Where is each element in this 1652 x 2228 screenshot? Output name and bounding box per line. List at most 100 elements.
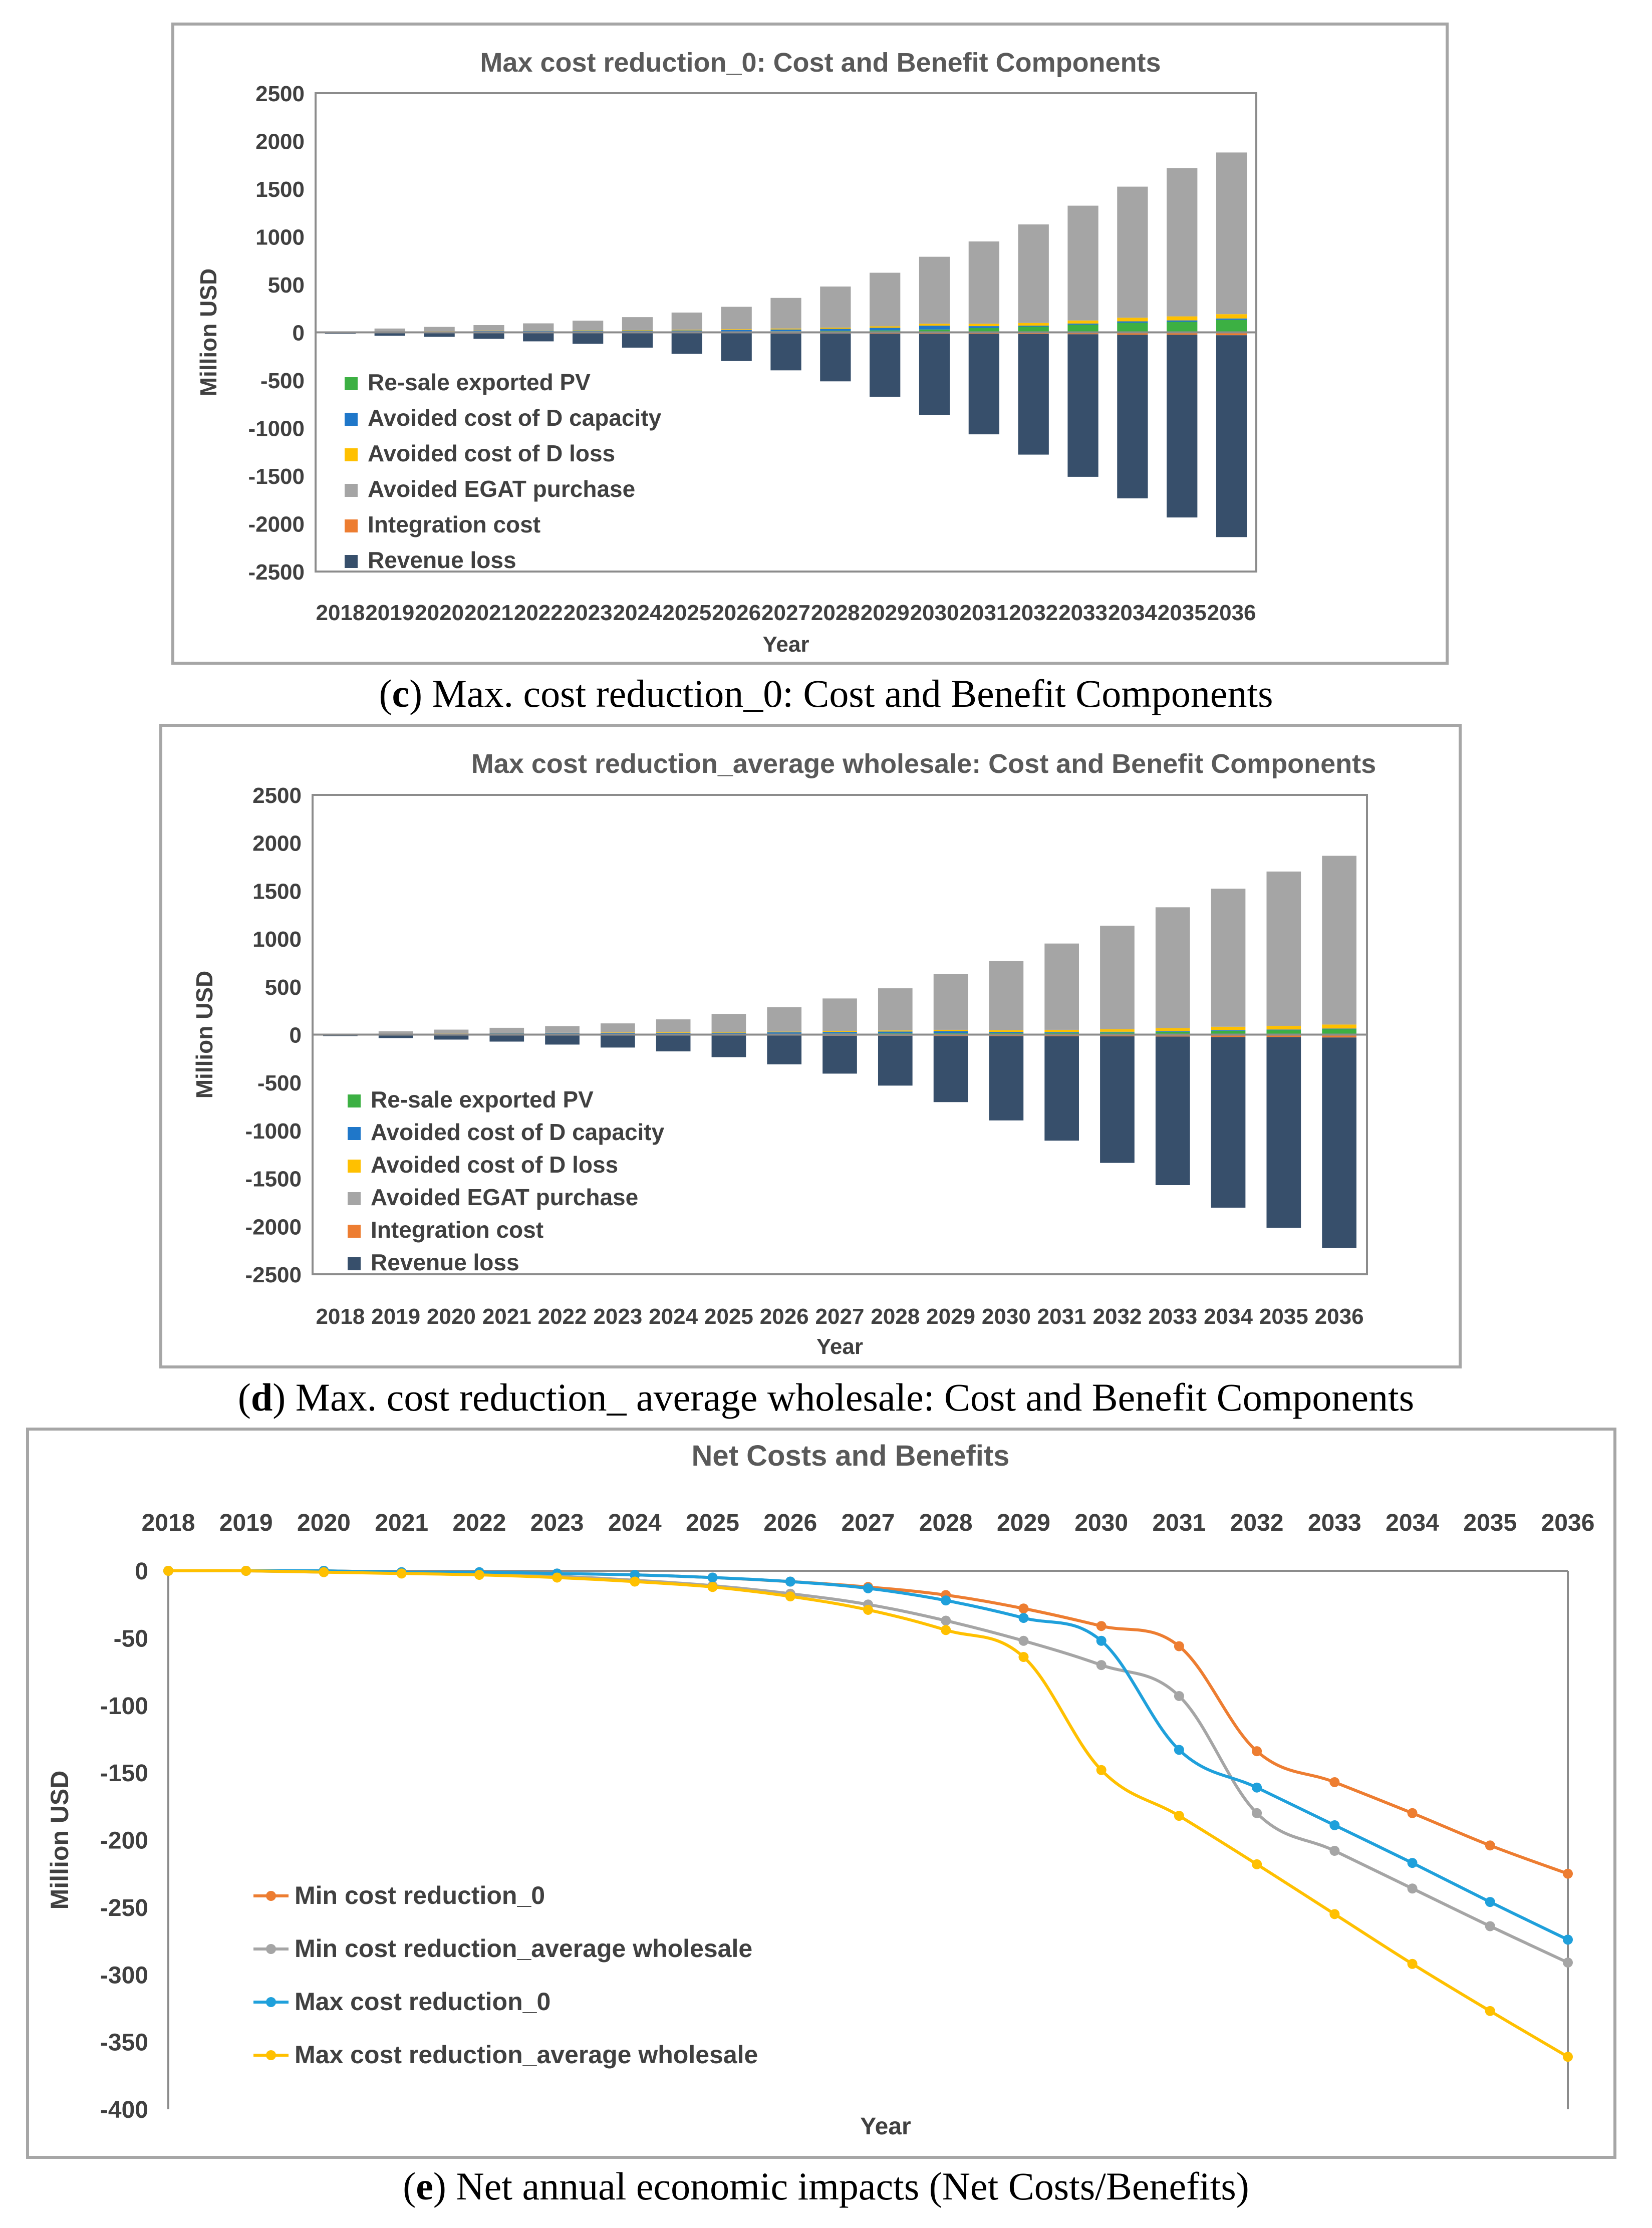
y-tick-label: -2500 — [248, 560, 305, 585]
data-point — [785, 1576, 795, 1587]
bar-segment — [822, 1031, 857, 1032]
data-point — [1329, 1846, 1340, 1856]
legend-swatch — [348, 1094, 361, 1107]
x-tick-label: 2018 — [316, 1304, 365, 1329]
y-tick-label: -200 — [100, 1828, 148, 1854]
y-tick-label: -1000 — [245, 1119, 302, 1144]
bar-segment — [473, 325, 504, 331]
bar-segment — [770, 329, 801, 332]
data-point — [1018, 1635, 1029, 1646]
y-tick-label: -2000 — [248, 512, 305, 537]
data-point — [1485, 1840, 1495, 1851]
bar-segment — [656, 1032, 691, 1033]
bar-segment — [1211, 1030, 1246, 1035]
bar-segment — [989, 961, 1024, 1030]
data-point — [1485, 1897, 1495, 1907]
data-point — [1485, 2006, 1495, 2016]
y-tick-label: -300 — [100, 1962, 148, 1989]
chart-title: Net Costs and Benefits — [692, 1440, 1010, 1472]
legend-label: Avoided cost of D loss — [371, 1152, 618, 1178]
bar-segment — [325, 333, 356, 334]
data-point — [1329, 1777, 1340, 1787]
x-tick-label: 2035 — [1463, 1510, 1517, 1536]
x-tick-label: 2027 — [761, 601, 810, 625]
y-tick-label: -2500 — [245, 1263, 302, 1287]
bar-segment — [1100, 1032, 1135, 1035]
x-tick-label: 2021 — [464, 601, 513, 625]
x-tick-label: 2020 — [415, 601, 464, 625]
y-tick-label: -500 — [257, 1071, 302, 1095]
bar-segment — [434, 1029, 469, 1034]
x-axis-label: Year — [860, 2113, 911, 2140]
bar-segment — [1216, 335, 1247, 537]
bar-segment — [1167, 316, 1198, 321]
bar-segment — [1266, 1026, 1301, 1030]
bar-segment — [1018, 327, 1049, 333]
bar-segment — [1067, 334, 1098, 477]
legend-label: Max cost reduction_average wholesale — [295, 2041, 758, 2069]
x-tick-label: 2026 — [763, 1510, 817, 1536]
bar-segment — [1266, 1037, 1301, 1228]
bar-segment — [968, 328, 1000, 333]
data-point — [1018, 1603, 1029, 1614]
data-point — [1252, 1782, 1262, 1793]
caption-c-letter: c — [392, 672, 410, 715]
bar-segment — [968, 334, 1000, 435]
x-tick-label: 2026 — [712, 601, 761, 625]
y-tick-label: 0 — [293, 321, 305, 346]
bar-segment — [1155, 907, 1190, 1028]
x-tick-label: 2028 — [811, 601, 860, 625]
bar-segment — [1211, 889, 1246, 1027]
data-point — [1096, 1635, 1107, 1646]
bar-segment — [1100, 1029, 1135, 1032]
data-point — [1563, 1868, 1573, 1879]
y-tick-label: 2500 — [255, 82, 305, 106]
bar-segment — [822, 1032, 857, 1034]
legend-swatch — [345, 377, 358, 390]
bar-segment — [878, 988, 913, 1031]
bar-segment — [767, 1035, 802, 1064]
bar-segment — [1067, 323, 1098, 325]
bar-segment — [968, 326, 1000, 328]
x-tick-label: 2031 — [1152, 1510, 1206, 1536]
bar-segment — [770, 298, 801, 329]
data-point — [630, 1576, 640, 1587]
y-tick-label: -100 — [100, 1693, 148, 1720]
data-point — [319, 1567, 329, 1577]
bar-segment — [820, 329, 851, 331]
bar-segment — [878, 1031, 913, 1033]
bar-segment — [1216, 332, 1247, 336]
bar-segment — [721, 333, 752, 361]
legend-label: Revenue loss — [371, 1249, 519, 1275]
data-point — [1096, 1660, 1107, 1670]
bar-segment — [1266, 1030, 1301, 1035]
y-tick-label: -250 — [100, 1895, 148, 1921]
bar-segment — [1155, 1036, 1190, 1185]
bar-segment — [545, 1035, 580, 1045]
bar-segment — [1216, 152, 1247, 315]
bar-segment — [822, 1035, 857, 1074]
y-tick-label: -350 — [100, 2030, 148, 2056]
bar-segment — [622, 330, 653, 332]
x-tick-label: 2033 — [1148, 1304, 1197, 1329]
bar-segment — [1067, 325, 1098, 333]
bar-segment — [933, 1036, 968, 1102]
bar-segment — [489, 1035, 524, 1042]
legend-label: Revenue loss — [368, 547, 516, 573]
legend-swatch — [348, 1225, 361, 1238]
legend-label: Min cost reduction_average wholesale — [295, 1934, 752, 1963]
x-tick-label: 2033 — [1058, 601, 1108, 625]
bar-segment — [656, 1019, 691, 1032]
chart-title: Max cost reduction_average wholesale: Co… — [471, 749, 1376, 779]
y-tick-label: 500 — [268, 273, 305, 298]
stacked-bar-chart-d: Max cost reduction_average wholesale: Co… — [191, 749, 1376, 1359]
bar-segment — [870, 272, 901, 327]
bar-segment — [933, 1029, 968, 1031]
data-point — [863, 1604, 873, 1615]
x-tick-label: 2028 — [919, 1510, 973, 1536]
bar-segment — [933, 974, 968, 1030]
bar-segment — [1044, 943, 1079, 1030]
x-tick-label: 2020 — [297, 1510, 351, 1536]
bar-segment — [378, 1035, 413, 1038]
data-point — [163, 1566, 173, 1576]
